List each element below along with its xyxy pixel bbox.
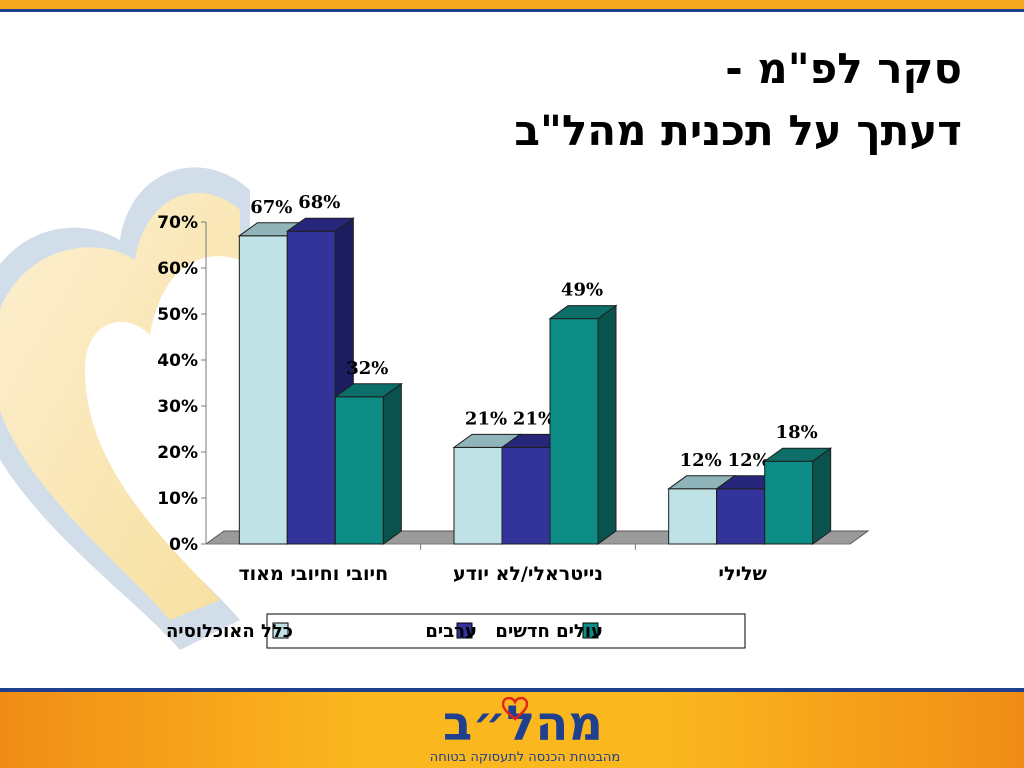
y-tick-label: 40% <box>157 351 198 371</box>
background-heart-graphic <box>0 167 250 650</box>
bar-front <box>501 446 551 545</box>
logo-heart-icon <box>502 697 528 721</box>
category-label: נייטראלי/לא יודע <box>453 563 603 585</box>
data-label: 21% <box>465 408 507 429</box>
bottom-orange-band <box>0 692 1024 768</box>
bar-top <box>285 217 355 232</box>
top-blue-line <box>0 9 1024 12</box>
category-label: שלילי <box>718 563 767 585</box>
data-label: 12% <box>680 450 722 471</box>
data-label: 21% <box>513 408 555 429</box>
logo-wordmark: מהל״ב <box>442 696 604 752</box>
data-label: 12% <box>728 450 770 471</box>
legend-label: עולים חדשים <box>495 621 603 642</box>
y-tick-label: 70% <box>157 213 198 233</box>
bar-front <box>716 488 766 545</box>
bar-front <box>549 318 599 545</box>
title-line-1: סקר לפ"מ - <box>725 44 962 93</box>
y-tick-label: 50% <box>157 305 198 325</box>
bar-front <box>334 396 384 545</box>
bar-top <box>763 447 833 462</box>
bar-front <box>453 446 503 545</box>
bar-top <box>548 305 618 320</box>
data-label: 68% <box>298 192 340 213</box>
data-label: 49% <box>561 280 603 301</box>
data-label: 67% <box>250 197 292 218</box>
data-label: 32% <box>346 358 388 379</box>
bar-front <box>238 235 288 545</box>
y-tick-label: 60% <box>157 259 198 279</box>
legend-swatch <box>272 622 289 639</box>
bar-front <box>764 460 814 545</box>
bar-side <box>812 447 832 545</box>
bar-front <box>668 488 718 545</box>
legend-label: כלל האוכלוסיה <box>166 621 293 642</box>
bottom-blue-line <box>0 688 1024 692</box>
bar-top <box>333 383 403 398</box>
slide-title: סקר לפ"מ - דעתך על תכנית מהל"ב <box>202 38 962 162</box>
data-label: 18% <box>776 422 818 443</box>
y-tick-label: 0% <box>169 535 198 555</box>
bar-front <box>286 230 336 545</box>
legend-swatch <box>456 622 473 639</box>
bar-side <box>382 382 402 545</box>
legend-swatch <box>582 622 599 639</box>
y-tick-label: 20% <box>157 443 198 463</box>
legend-label: ערבים <box>425 621 477 642</box>
legend-box <box>266 613 746 649</box>
y-tick-label: 10% <box>157 489 198 509</box>
category-label: חיובי וחיובי מאוד <box>238 563 388 585</box>
title-line-2: דעתך על תכנית מהל"ב <box>514 106 962 155</box>
y-tick-label: 30% <box>157 397 198 417</box>
bar-side <box>597 304 617 545</box>
logo-tagline: מהבטחת הכנסה לתעסוקה בטוחה <box>429 750 621 765</box>
